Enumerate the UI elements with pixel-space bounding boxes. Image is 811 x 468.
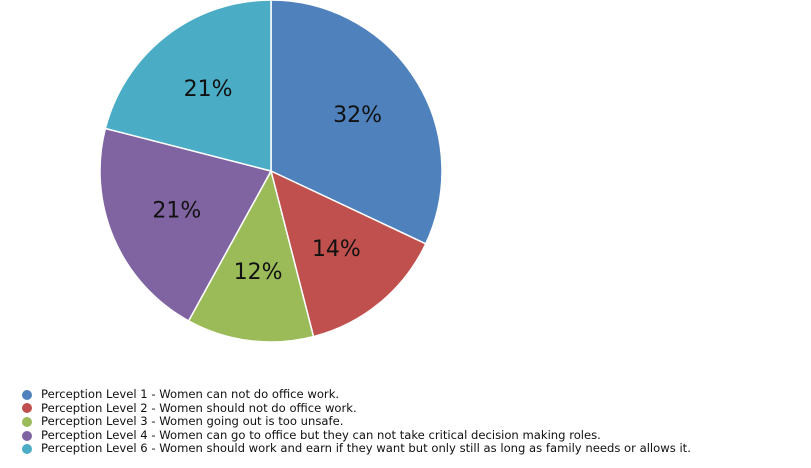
legend-dot-icon xyxy=(22,389,32,400)
pie-slice-4 xyxy=(99,127,273,322)
legend-dot-icon xyxy=(22,416,32,427)
pie-slice-label-5: 21% xyxy=(184,77,233,102)
legend-label: Perception Level 3 - Women going out is … xyxy=(41,414,344,429)
pie-slice-3 xyxy=(187,168,315,343)
pie-slice-label-1: 32% xyxy=(333,103,382,128)
legend-label: Perception Level 2 - Women should not do… xyxy=(41,400,357,415)
pie-slice-1 xyxy=(270,0,443,245)
legend-label: Perception Level 1 - Women can not do of… xyxy=(41,387,340,401)
legend-dot-icon xyxy=(22,444,32,455)
legend-dot-icon xyxy=(22,430,32,441)
chart-legend: Perception Level 1 - Women can not do of… xyxy=(22,387,691,456)
legend-label: Perception Level 6 - Women should work a… xyxy=(41,441,691,456)
pie-slice-5 xyxy=(104,0,272,172)
pie-slice-label-2: 14% xyxy=(312,237,361,262)
pie-slice-2 xyxy=(269,169,427,338)
pie-slices xyxy=(99,0,443,343)
legend-item-5: Perception Level 6 - Women should work a… xyxy=(22,442,691,456)
legend-item-4: Perception Level 4 - Women can go to off… xyxy=(22,427,691,443)
legend-label: Perception Level 4 - Women can go to off… xyxy=(41,427,601,442)
pie-slice-label-3: 12% xyxy=(234,260,283,285)
legend-item-1: Perception Level 1 - Women can not do of… xyxy=(22,387,691,402)
pie-slice-label-4: 21% xyxy=(152,199,201,224)
pie-slice-labels: 32% 14% 12% 21% 21% xyxy=(152,77,382,285)
legend-dot-icon xyxy=(22,403,32,414)
legend-item-2: Perception Level 2 - Women should not do… xyxy=(22,400,691,416)
legend-item-3: Perception Level 3 - Women going out is … xyxy=(22,415,691,429)
